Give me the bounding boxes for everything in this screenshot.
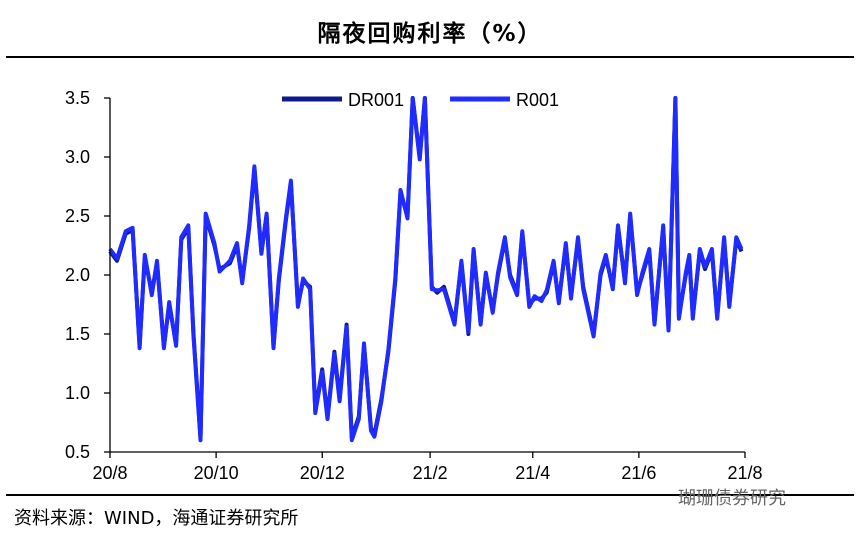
x-tick-label: 20/8 [92, 463, 127, 483]
y-tick-label: 2.0 [65, 265, 90, 285]
chart-title: 隔夜回购利率（%） [317, 21, 543, 47]
source-note: 资料来源：WIND，海通证券研究所 [14, 508, 299, 529]
y-tick-label: 1.5 [65, 324, 90, 344]
x-tick-label: 21/6 [621, 463, 656, 483]
legend-label-dr001: DR001 [348, 90, 404, 110]
y-tick-label: 3.0 [65, 147, 90, 167]
y-tick-label: 2.5 [65, 206, 90, 226]
title-divider [6, 56, 854, 58]
x-tick-label: 21/2 [413, 463, 448, 483]
plot-lines [108, 96, 744, 443]
x-tick-label: 20/12 [300, 463, 345, 483]
axes: 0.5 1.0 1.5 2.0 2.5 3.0 3.5 20/8 20/10 20/12 21/2 2… [65, 88, 763, 483]
legend-label-r001: R001 [516, 90, 559, 110]
legend: DR001 R001 [282, 90, 559, 110]
series-line-r001 [108, 96, 744, 443]
y-tick-label: 1.0 [65, 383, 90, 403]
y-tick-label: 0.5 [65, 442, 90, 462]
x-tick-label: 21/8 [727, 463, 762, 483]
footer-divider [6, 494, 854, 496]
x-tick-label: 21/4 [515, 463, 550, 483]
y-tick-label: 3.5 [65, 88, 90, 108]
watermark: 瑚珊债券研究 [678, 488, 786, 509]
x-tick-label: 20/10 [194, 463, 239, 483]
